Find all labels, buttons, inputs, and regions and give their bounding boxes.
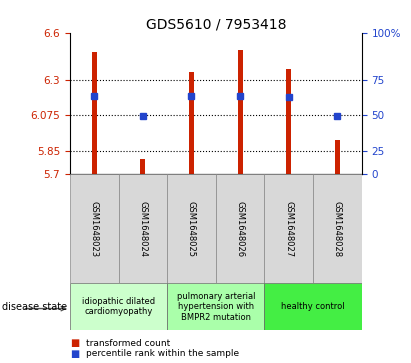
Bar xyxy=(70,174,118,283)
Text: GSM1648024: GSM1648024 xyxy=(139,201,147,257)
Text: GSM1648028: GSM1648028 xyxy=(333,201,342,257)
Text: transformed count: transformed count xyxy=(86,339,171,347)
Bar xyxy=(216,174,264,283)
Text: GSM1648026: GSM1648026 xyxy=(236,201,245,257)
Text: disease state: disease state xyxy=(2,302,67,312)
Bar xyxy=(335,140,340,174)
Bar xyxy=(286,69,291,174)
Bar xyxy=(238,50,242,174)
Bar xyxy=(118,174,167,283)
Bar xyxy=(264,283,362,330)
Text: healthy control: healthy control xyxy=(281,302,345,311)
Text: GSM1648025: GSM1648025 xyxy=(187,201,196,257)
Text: idiopathic dilated
cardiomyopathy: idiopathic dilated cardiomyopathy xyxy=(82,297,155,317)
Bar xyxy=(167,174,216,283)
Text: percentile rank within the sample: percentile rank within the sample xyxy=(86,350,240,358)
Text: GSM1648023: GSM1648023 xyxy=(90,201,99,257)
Bar xyxy=(141,159,145,174)
Text: ■: ■ xyxy=(70,349,79,359)
Bar xyxy=(92,52,97,174)
Title: GDS5610 / 7953418: GDS5610 / 7953418 xyxy=(145,17,286,32)
Text: GSM1648027: GSM1648027 xyxy=(284,201,293,257)
Bar xyxy=(189,72,194,174)
Bar xyxy=(264,174,313,283)
Text: ■: ■ xyxy=(70,338,79,348)
Text: pulmonary arterial
hypertension with
BMPR2 mutation: pulmonary arterial hypertension with BMP… xyxy=(177,292,255,322)
Bar xyxy=(70,283,167,330)
Bar xyxy=(167,283,264,330)
Bar xyxy=(313,174,362,283)
